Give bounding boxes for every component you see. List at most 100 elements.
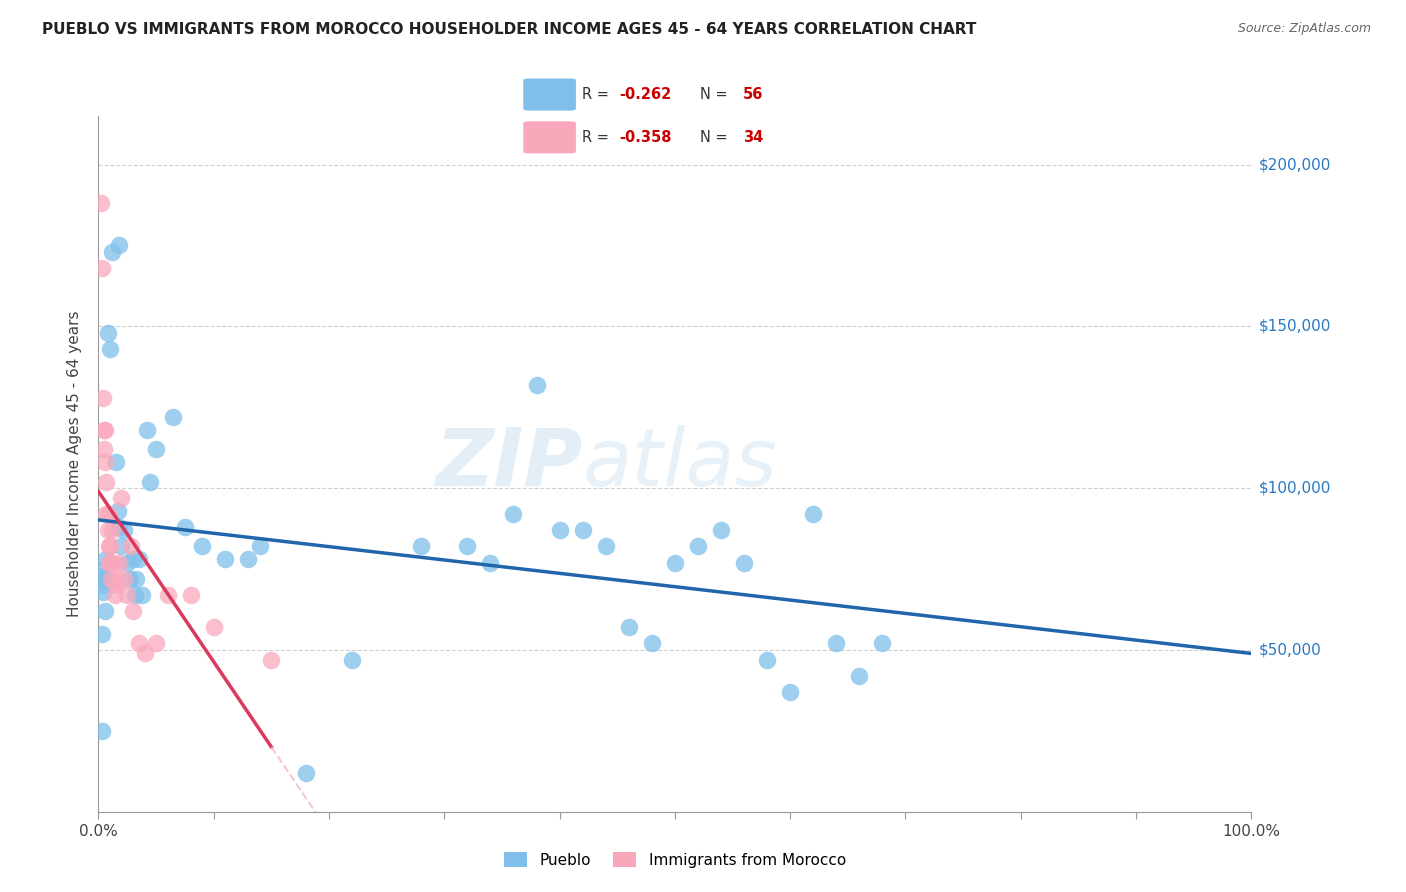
Text: N =: N =	[700, 130, 733, 145]
Text: $200,000: $200,000	[1258, 157, 1330, 172]
Point	[103, 556, 125, 570]
Point	[110, 491, 132, 505]
FancyBboxPatch shape	[523, 121, 576, 153]
Point	[686, 540, 709, 554]
Point	[733, 556, 755, 570]
Point	[122, 604, 145, 618]
Text: N =: N =	[700, 87, 733, 102]
Text: $150,000: $150,000	[1258, 318, 1330, 334]
Y-axis label: Householder Income Ages 45 - 64 years: Householder Income Ages 45 - 64 years	[67, 310, 83, 617]
Text: -0.262: -0.262	[619, 87, 672, 102]
Point	[825, 636, 848, 650]
Point	[756, 652, 779, 666]
Legend: Pueblo, Immigrants from Morocco: Pueblo, Immigrants from Morocco	[498, 846, 852, 873]
Point	[617, 620, 640, 634]
Point	[664, 556, 686, 570]
Point	[118, 572, 141, 586]
Point	[104, 455, 127, 469]
Point	[97, 556, 120, 570]
Point	[595, 540, 617, 554]
Text: -0.358: -0.358	[619, 130, 672, 145]
Point	[502, 507, 524, 521]
Point	[872, 636, 894, 650]
Point	[100, 572, 122, 586]
Point	[107, 504, 129, 518]
Point	[145, 442, 167, 457]
Point	[128, 636, 150, 650]
Point	[120, 540, 142, 554]
Point	[202, 620, 225, 634]
Point	[128, 552, 150, 566]
Point	[139, 475, 162, 489]
Point	[97, 507, 120, 521]
Text: 34: 34	[742, 130, 763, 145]
Point	[112, 572, 135, 586]
Point	[90, 562, 112, 576]
Point	[710, 523, 733, 537]
Text: R =: R =	[582, 87, 613, 102]
Point	[97, 523, 120, 537]
Point	[214, 552, 236, 566]
Point	[180, 588, 202, 602]
Point	[260, 652, 283, 666]
Point	[90, 626, 112, 640]
Point	[411, 540, 433, 554]
Text: R =: R =	[582, 130, 613, 145]
Point	[93, 442, 115, 457]
Point	[90, 196, 112, 211]
Point	[93, 572, 115, 586]
Text: $50,000: $50,000	[1258, 642, 1322, 657]
Point	[117, 588, 138, 602]
Point	[108, 556, 131, 570]
Point	[340, 652, 363, 666]
Point	[641, 636, 664, 650]
Point	[91, 578, 114, 592]
Point	[96, 475, 118, 489]
Text: PUEBLO VS IMMIGRANTS FROM MOROCCO HOUSEHOLDER INCOME AGES 45 - 64 YEARS CORRELAT: PUEBLO VS IMMIGRANTS FROM MOROCCO HOUSEH…	[42, 22, 977, 37]
Text: 56: 56	[742, 87, 763, 102]
Point	[117, 556, 138, 570]
Point	[108, 238, 131, 252]
Point	[96, 552, 118, 566]
Point	[108, 520, 131, 534]
Point	[145, 636, 167, 650]
Point	[112, 523, 135, 537]
Point	[94, 455, 117, 469]
Point	[90, 723, 112, 738]
Point	[124, 588, 146, 602]
Point	[135, 423, 157, 437]
Point	[98, 556, 121, 570]
Point	[103, 588, 125, 602]
Point	[104, 578, 127, 592]
Text: $100,000: $100,000	[1258, 481, 1330, 496]
Point	[156, 588, 179, 602]
Point	[98, 540, 121, 554]
Point	[571, 523, 593, 537]
Point	[122, 552, 145, 566]
Point	[94, 423, 117, 437]
Point	[91, 391, 114, 405]
Point	[238, 552, 260, 566]
FancyBboxPatch shape	[523, 78, 576, 111]
Point	[479, 556, 502, 570]
Point	[93, 423, 115, 437]
Point	[105, 572, 128, 586]
Point	[134, 646, 156, 660]
Point	[125, 572, 148, 586]
Point	[94, 568, 117, 582]
Point	[98, 342, 121, 356]
Point	[848, 669, 870, 683]
Point	[456, 540, 478, 554]
Point	[96, 507, 118, 521]
Point	[101, 523, 124, 537]
Text: Source: ZipAtlas.com: Source: ZipAtlas.com	[1237, 22, 1371, 36]
Point	[249, 540, 271, 554]
Text: atlas: atlas	[582, 425, 778, 503]
Point	[94, 604, 117, 618]
Point	[801, 507, 824, 521]
Point	[548, 523, 571, 537]
Point	[191, 540, 214, 554]
Point	[174, 520, 197, 534]
Point	[97, 540, 120, 554]
Point	[110, 540, 132, 554]
